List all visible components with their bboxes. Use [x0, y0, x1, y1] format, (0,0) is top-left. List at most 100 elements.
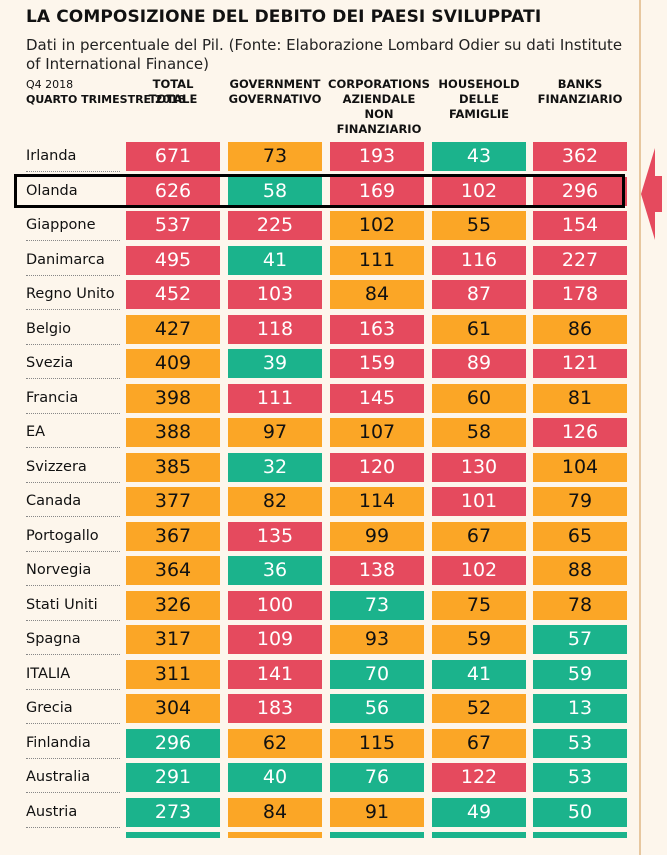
value-cell-partial	[432, 832, 526, 838]
value-cell-household: 87	[432, 280, 526, 309]
column-header-total: TOTAL TOTALE	[126, 77, 220, 107]
value-cell-government: 41	[228, 246, 322, 275]
value-cell-banks: 65	[533, 522, 627, 551]
value-cell-banks: 88	[533, 556, 627, 585]
table-row: EA 388 97 107 58 126	[0, 418, 639, 448]
value-cell-household: 55	[432, 211, 526, 240]
value-cell-household: 41	[432, 660, 526, 689]
value-cell-government: 118	[228, 315, 322, 344]
value-cell-household: 60	[432, 384, 526, 413]
value-cell-banks: 178	[533, 280, 627, 309]
country-label: Australia	[26, 763, 120, 793]
column-header-corporations: CORPORATIONS AZIENDALE NON FINANZIARIO	[327, 77, 431, 137]
column-header-en: BANKS	[557, 77, 603, 91]
country-label: Stati Uniti	[26, 591, 120, 621]
value-cell-government: 100	[228, 591, 322, 620]
value-cell-corporations: 114	[330, 487, 424, 516]
right-rule	[639, 0, 641, 855]
value-cell-corporations: 145	[330, 384, 424, 413]
value-cell-corporations: 99	[330, 522, 424, 551]
column-header-banks: BANKS FINANZIARIO	[533, 77, 627, 107]
country-label: Belgio	[26, 315, 120, 345]
table-row: Canada 377 82 114 101 79	[0, 487, 639, 517]
value-cell-corporations: 115	[330, 729, 424, 758]
table-row: Belgio 427 118 163 61 86	[0, 315, 639, 345]
value-cell-corporations: 193	[330, 142, 424, 171]
period-header-en: Q4 2018	[26, 78, 74, 91]
country-label: Grecia	[26, 694, 120, 724]
value-cell-corporations: 56	[330, 694, 424, 723]
value-cell-household: 59	[432, 625, 526, 654]
country-label: Svizzera	[26, 453, 120, 483]
column-header-en: HOUSEHOLD	[438, 77, 520, 91]
value-cell-banks: 121	[533, 349, 627, 378]
value-cell-banks: 78	[533, 591, 627, 620]
value-cell-total: 364	[126, 556, 220, 585]
value-cell-total: 388	[126, 418, 220, 447]
value-cell-total: 367	[126, 522, 220, 551]
value-cell-total: 537	[126, 211, 220, 240]
value-cell-total: 326	[126, 591, 220, 620]
value-cell-government: 82	[228, 487, 322, 516]
value-cell-government: 58	[228, 177, 322, 206]
value-cell-banks: 13	[533, 694, 627, 723]
value-cell-household: 102	[432, 556, 526, 585]
pointer-arrow-shape	[641, 148, 662, 240]
value-cell-household: 58	[432, 418, 526, 447]
value-cell-government: 111	[228, 384, 322, 413]
table-row: Austria 273 84 91 49 50	[0, 798, 639, 828]
highlighted-row-frame	[14, 174, 625, 208]
value-cell-corporations: 120	[330, 453, 424, 482]
value-cell-corporations: 84	[330, 280, 424, 309]
country-label: Finlandia	[26, 729, 120, 759]
value-cell-banks: 154	[533, 211, 627, 240]
value-cell-banks: 53	[533, 729, 627, 758]
value-cell-banks: 50	[533, 798, 627, 827]
table-row-partial	[0, 832, 639, 838]
table-row: Olanda 626 58 169 102 296	[0, 177, 639, 207]
country-label: Austria	[26, 798, 120, 828]
value-cell-partial	[228, 832, 322, 838]
value-cell-banks: 86	[533, 315, 627, 344]
value-cell-household: 101	[432, 487, 526, 516]
value-cell-corporations: 76	[330, 763, 424, 792]
table-row: ITALIA 311 141 70 41 59	[0, 660, 639, 690]
table-row: Finlandia 296 62 115 67 53	[0, 729, 639, 759]
value-cell-government: 36	[228, 556, 322, 585]
table-row: Norvegia 364 36 138 102 88	[0, 556, 639, 586]
value-cell-partial	[533, 832, 627, 838]
value-cell-corporations: 73	[330, 591, 424, 620]
country-label: Danimarca	[26, 246, 120, 276]
value-cell-corporations: 163	[330, 315, 424, 344]
table-row: Svezia 409 39 159 89 121	[0, 349, 639, 379]
value-cell-corporations: 93	[330, 625, 424, 654]
value-cell-total: 304	[126, 694, 220, 723]
value-cell-total: 452	[126, 280, 220, 309]
value-cell-government: 84	[228, 798, 322, 827]
value-cell-corporations: 102	[330, 211, 424, 240]
table-row: Irlanda 671 73 193 43 362	[0, 142, 639, 172]
value-cell-total: 273	[126, 798, 220, 827]
value-cell-household: 43	[432, 142, 526, 171]
value-cell-government: 141	[228, 660, 322, 689]
table-row: Danimarca 495 41 111 116 227	[0, 246, 639, 276]
value-cell-household: 67	[432, 729, 526, 758]
value-cell-corporations: 138	[330, 556, 424, 585]
value-cell-total: 291	[126, 763, 220, 792]
country-label: Portogallo	[26, 522, 120, 552]
country-label: Francia	[26, 384, 120, 414]
value-cell-banks: 104	[533, 453, 627, 482]
value-cell-household: 130	[432, 453, 526, 482]
value-cell-banks: 227	[533, 246, 627, 275]
country-label: Irlanda	[26, 142, 120, 172]
value-cell-government: 73	[228, 142, 322, 171]
table-row: Giappone 537 225 102 55 154	[0, 211, 639, 241]
value-cell-total: 427	[126, 315, 220, 344]
value-cell-banks: 59	[533, 660, 627, 689]
value-cell-total: 671	[126, 142, 220, 171]
table-row: Spagna 317 109 93 59 57	[0, 625, 639, 655]
value-cell-total: 398	[126, 384, 220, 413]
table-row: Grecia 304 183 56 52 13	[0, 694, 639, 724]
table-row: Portogallo 367 135 99 67 65	[0, 522, 639, 552]
country-label: Giappone	[26, 211, 120, 241]
